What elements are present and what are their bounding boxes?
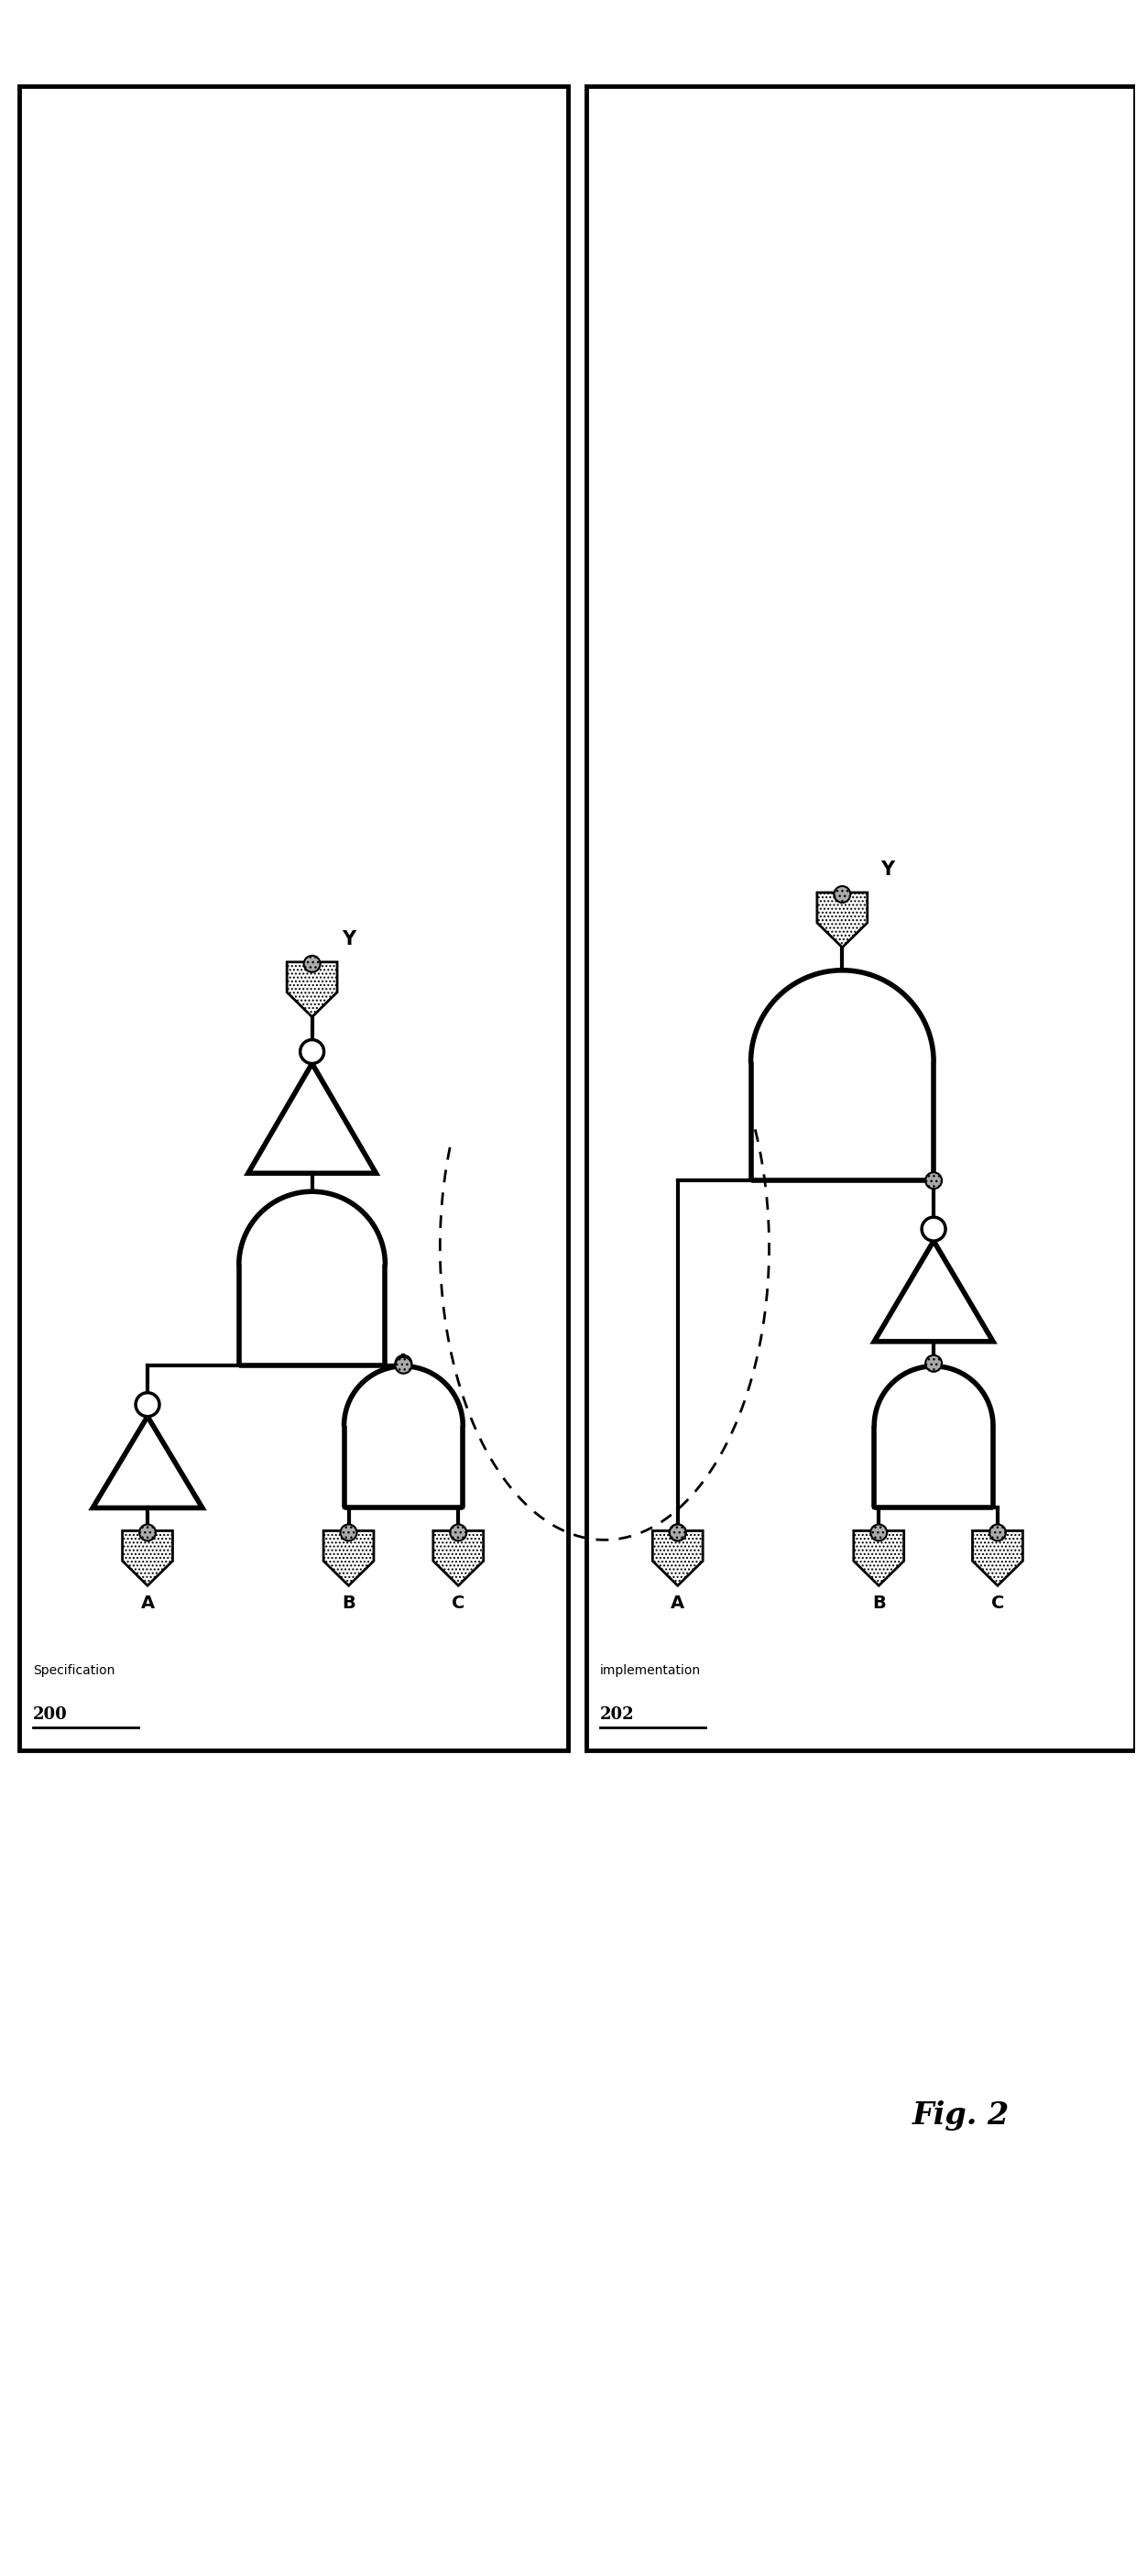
- Circle shape: [989, 1525, 1005, 1540]
- Text: A: A: [670, 1595, 685, 1613]
- Text: 202: 202: [600, 1705, 635, 1723]
- Bar: [19, 85, 568, 1749]
- Text: Y: Y: [342, 930, 356, 948]
- Bar: [586, 85, 1135, 1749]
- Text: A: A: [141, 1595, 154, 1613]
- Polygon shape: [817, 891, 868, 948]
- Text: implementation: implementation: [600, 1664, 701, 1677]
- Circle shape: [926, 1172, 942, 1188]
- Text: Fig. 2: Fig. 2: [912, 2102, 1010, 2130]
- Circle shape: [395, 1355, 411, 1370]
- Circle shape: [135, 1394, 159, 1417]
- Polygon shape: [652, 1530, 703, 1587]
- Circle shape: [140, 1525, 156, 1540]
- Text: Specification: Specification: [33, 1664, 115, 1677]
- Circle shape: [300, 1041, 324, 1064]
- Circle shape: [341, 1525, 357, 1540]
- Circle shape: [303, 956, 320, 971]
- Polygon shape: [853, 1530, 904, 1587]
- Text: B: B: [872, 1595, 886, 1613]
- Circle shape: [870, 1525, 887, 1540]
- Circle shape: [669, 1525, 686, 1540]
- Text: Y: Y: [882, 860, 895, 878]
- Polygon shape: [123, 1530, 173, 1587]
- Polygon shape: [287, 961, 337, 1018]
- Circle shape: [834, 886, 851, 902]
- Text: C: C: [991, 1595, 1004, 1613]
- Circle shape: [669, 1525, 686, 1540]
- Circle shape: [395, 1358, 411, 1373]
- Polygon shape: [324, 1530, 374, 1587]
- Polygon shape: [972, 1530, 1022, 1587]
- Text: 200: 200: [33, 1705, 68, 1723]
- Text: C: C: [452, 1595, 465, 1613]
- Text: B: B: [342, 1595, 356, 1613]
- Polygon shape: [433, 1530, 484, 1587]
- Circle shape: [450, 1525, 467, 1540]
- Circle shape: [921, 1216, 945, 1242]
- Circle shape: [926, 1355, 942, 1370]
